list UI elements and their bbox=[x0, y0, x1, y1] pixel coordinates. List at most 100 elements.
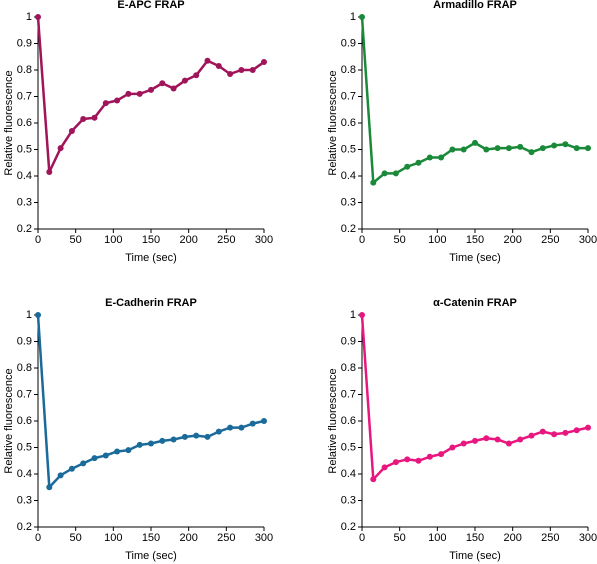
chart-title: Armadillo FRAP bbox=[433, 0, 517, 11]
data-point bbox=[472, 139, 478, 146]
data-point bbox=[68, 127, 75, 134]
x-tick-label: 250 bbox=[541, 234, 559, 246]
y-axis-label: Relative fluorescence bbox=[3, 70, 15, 175]
x-tick-label: 100 bbox=[104, 234, 122, 246]
data-point bbox=[46, 169, 53, 176]
data-point bbox=[204, 57, 211, 64]
data-point bbox=[91, 114, 98, 121]
x-tick-label: 300 bbox=[579, 532, 597, 544]
data-point bbox=[528, 432, 535, 439]
y-tick-label: 0.9 bbox=[341, 37, 356, 49]
x-tick-label: 0 bbox=[359, 234, 365, 246]
x-tick-label: 150 bbox=[466, 234, 484, 246]
y-tick-label: 0.3 bbox=[17, 494, 32, 506]
data-point bbox=[381, 464, 388, 471]
data-point bbox=[261, 59, 267, 66]
y-tick-label: 0.5 bbox=[17, 441, 32, 453]
data-point bbox=[68, 465, 75, 472]
chart-title: E-APC FRAP bbox=[117, 0, 184, 11]
data-point bbox=[505, 145, 512, 152]
data-point bbox=[57, 145, 64, 152]
data-point bbox=[148, 440, 154, 447]
x-tick-label: 250 bbox=[541, 532, 559, 544]
y-tick-label: 0.4 bbox=[17, 170, 32, 182]
x-tick-label: 0 bbox=[359, 532, 365, 544]
data-point bbox=[170, 85, 177, 92]
data-point bbox=[114, 448, 121, 455]
y-tick-label: 0.2 bbox=[17, 521, 32, 533]
y-tick-label: 0.3 bbox=[341, 196, 356, 208]
data-point bbox=[148, 86, 154, 93]
x-tick-label: 50 bbox=[70, 234, 82, 246]
data-point bbox=[426, 154, 433, 161]
data-point bbox=[517, 143, 524, 150]
x-tick-label: 200 bbox=[179, 532, 197, 544]
x-tick-label: 100 bbox=[428, 234, 446, 246]
y-tick-label: 0.6 bbox=[17, 415, 32, 427]
data-point bbox=[528, 149, 535, 156]
data-point bbox=[381, 170, 388, 177]
data-point bbox=[125, 90, 132, 97]
x-tick-label: 50 bbox=[394, 532, 406, 544]
data-point bbox=[404, 163, 411, 170]
y-axis-label: Relative fluorescence bbox=[3, 368, 15, 473]
x-tick-label: 0 bbox=[35, 234, 41, 246]
x-tick-label: 150 bbox=[142, 234, 160, 246]
chart-title: E-Cadherin FRAP bbox=[105, 297, 197, 309]
data-point bbox=[238, 67, 245, 73]
x-tick-label: 200 bbox=[503, 532, 521, 544]
x-tick-label: 100 bbox=[104, 532, 122, 544]
data-point bbox=[404, 456, 411, 463]
x-tick-label: 200 bbox=[503, 234, 521, 246]
data-point bbox=[136, 441, 143, 448]
data-point bbox=[415, 159, 422, 166]
data-point bbox=[91, 455, 98, 462]
data-point bbox=[249, 67, 256, 73]
data-point bbox=[359, 14, 365, 20]
data-point bbox=[57, 472, 64, 479]
y-tick-label: 0.5 bbox=[341, 441, 356, 453]
data-point bbox=[35, 312, 41, 318]
data-point bbox=[415, 457, 422, 464]
data-point bbox=[159, 80, 166, 87]
y-tick-label: 0.3 bbox=[17, 196, 32, 208]
data-line bbox=[360, 314, 589, 481]
data-point bbox=[505, 440, 512, 447]
x-tick-label: 50 bbox=[394, 234, 406, 246]
data-point bbox=[460, 146, 467, 153]
data-point bbox=[102, 452, 109, 459]
y-tick-label: 0.6 bbox=[341, 415, 356, 427]
data-point bbox=[562, 429, 569, 436]
y-tick-label: 0.3 bbox=[341, 494, 356, 506]
data-point bbox=[125, 447, 132, 454]
data-point bbox=[472, 437, 478, 444]
data-point bbox=[193, 72, 200, 79]
data-point bbox=[215, 63, 222, 70]
data-point bbox=[426, 453, 433, 460]
y-tick-label: 0.4 bbox=[341, 170, 356, 182]
data-point bbox=[170, 436, 177, 443]
chart-title: α-Catenin FRAP bbox=[433, 297, 517, 309]
data-point bbox=[114, 97, 121, 104]
y-tick-label: 0.5 bbox=[17, 143, 32, 155]
data-point bbox=[494, 436, 501, 443]
y-tick-label: 0.7 bbox=[341, 90, 356, 102]
y-tick-label: 0.2 bbox=[17, 223, 32, 235]
data-point bbox=[159, 437, 166, 444]
data-point bbox=[204, 433, 211, 440]
data-point bbox=[449, 146, 456, 153]
x-tick-label: 50 bbox=[70, 532, 82, 544]
data-point bbox=[449, 444, 456, 451]
data-point bbox=[573, 145, 580, 152]
x-tick-label: 300 bbox=[255, 234, 273, 246]
y-tick-label: 0.9 bbox=[17, 37, 32, 49]
data-point bbox=[392, 459, 399, 466]
data-point bbox=[181, 77, 188, 84]
y-tick-label: 0.6 bbox=[17, 117, 32, 129]
y-tick-label: 0.2 bbox=[341, 223, 356, 235]
y-axis-label: Relative fluorescence bbox=[327, 368, 339, 473]
data-point bbox=[261, 418, 267, 424]
data-point bbox=[392, 170, 399, 177]
data-point bbox=[517, 436, 524, 443]
